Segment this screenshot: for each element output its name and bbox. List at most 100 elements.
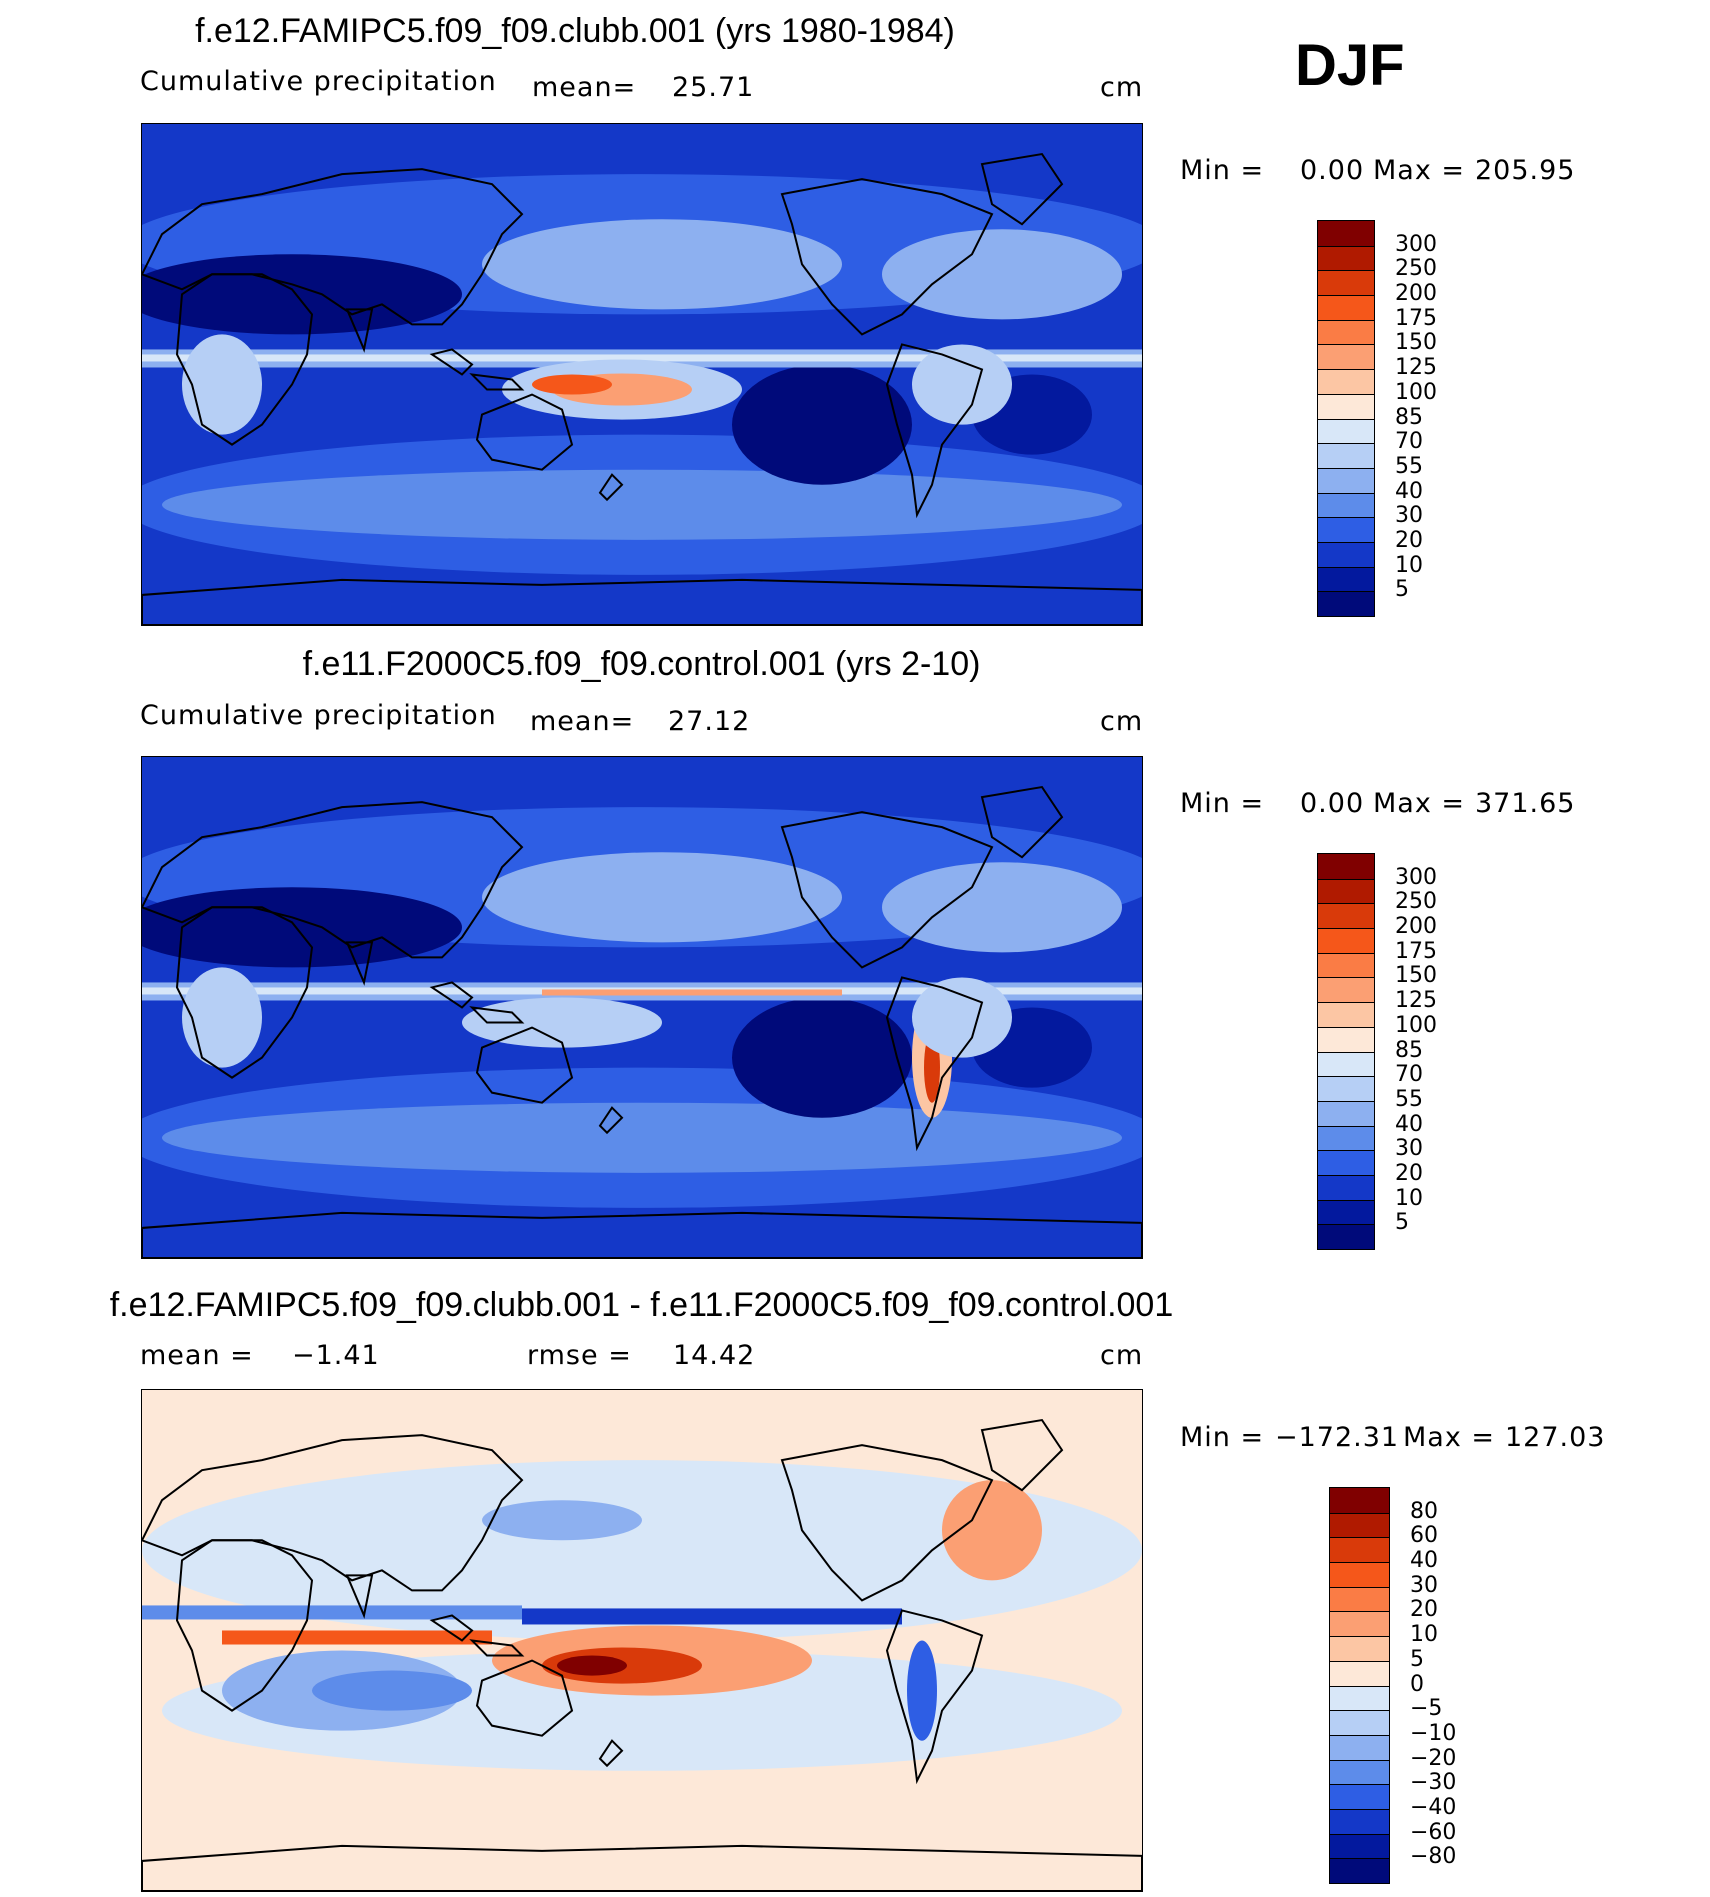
panel3-title: f.e12.FAMIPC5.f09_f09.clubb.001 - f.e11.… (109, 1286, 1174, 1324)
panel2-mean-label: mean= (530, 706, 635, 737)
colorbar-swatch (1330, 1833, 1389, 1859)
panel3-min-value: −172.31 (1275, 1422, 1400, 1453)
colorbar-tick-label: −10 (1410, 1720, 1457, 1746)
colorbar-swatch (1330, 1759, 1389, 1785)
colorbar-swatch (1318, 443, 1374, 468)
colorbar-tick-label: 55 (1395, 1086, 1423, 1112)
panel1-variable: Cumulative precipitation (140, 66, 497, 97)
panel3-rmse-label: rmse = (527, 1340, 632, 1371)
coastlines (142, 1418, 1142, 1891)
colorbar-swatch (1318, 221, 1374, 246)
colorbar-tick-label: 30 (1410, 1572, 1438, 1598)
panel3-mean-value: −1.41 (292, 1340, 380, 1371)
colorbar-tick-label: 40 (1410, 1548, 1438, 1574)
colorbar-swatch (1318, 418, 1374, 444)
colorbar-tick-label: 5 (1410, 1646, 1424, 1672)
colorbar-swatch (1318, 952, 1374, 978)
colorbar-tick-label: 125 (1395, 988, 1437, 1014)
panel2-variable: Cumulative precipitation (140, 700, 497, 731)
colorbar-tick-label: 80 (1410, 1498, 1438, 1524)
colorbar-tick-label: 20 (1395, 1160, 1423, 1186)
panel1-max-label: Max = (1373, 155, 1466, 186)
coastlines (142, 785, 1142, 1258)
colorbar-tick-label: 125 (1395, 355, 1437, 381)
panel3-max-value: 127.03 (1505, 1422, 1606, 1453)
colorbar-tick-label: −20 (1410, 1745, 1457, 1771)
colorbar-swatch (1318, 270, 1374, 296)
panel1-mean-value: 25.71 (672, 72, 755, 103)
panel1-map (141, 123, 1143, 626)
colorbar-tick-label: 70 (1395, 429, 1423, 455)
panel1-min-label: Min = (1180, 155, 1265, 186)
panel3-max-label: Max = (1403, 1422, 1496, 1453)
colorbar-swatch (1318, 492, 1374, 518)
colorbar-tick-label: −60 (1410, 1819, 1457, 1845)
colorbar-swatch (1318, 566, 1374, 592)
colorbar-tick-label: 60 (1410, 1523, 1438, 1549)
colorbar-tick-label: 85 (1395, 1037, 1423, 1063)
colorbar-swatch (1318, 903, 1374, 929)
colorbar-swatch (1318, 369, 1374, 394)
colorbar-swatch (1318, 393, 1374, 419)
colorbar-tick-label: 200 (1395, 281, 1437, 307)
colorbar-swatch (1330, 1562, 1389, 1587)
colorbar-tick-label: 40 (1395, 478, 1423, 504)
colorbar-swatch (1318, 344, 1374, 370)
difference-field (142, 1460, 1142, 1771)
colorbar-tick-label: 150 (1395, 963, 1437, 989)
colorbar-tick-label: 30 (1395, 503, 1423, 529)
colorbar-tick-label: 10 (1395, 552, 1423, 578)
colorbar-tick-label: −80 (1410, 1844, 1457, 1870)
panel2-colorbar (1317, 853, 1375, 1250)
panel3-mean-label: mean = (140, 1340, 254, 1371)
colorbar-swatch (1318, 1002, 1374, 1027)
colorbar-swatch (1330, 1784, 1389, 1809)
colorbar-tick-label: 70 (1395, 1062, 1423, 1088)
colorbar-swatch (1318, 1100, 1374, 1126)
panel1-colorbar (1317, 220, 1375, 617)
colorbar-swatch (1318, 878, 1374, 904)
coastlines (142, 152, 1142, 625)
colorbar-swatch (1318, 1224, 1374, 1249)
panel3-map (141, 1389, 1143, 1892)
panel2-max-label: Max = (1373, 788, 1466, 819)
panel3-colorbar (1329, 1487, 1390, 1884)
panel1-title: f.e12.FAMIPC5.f09_f09.clubb.001 (yrs 198… (195, 12, 955, 50)
panel2-title: f.e11.F2000C5.f09_f09.control.001 (yrs 2… (302, 645, 981, 683)
colorbar-swatch (1318, 517, 1374, 542)
panel1-max-value: 205.95 (1475, 155, 1576, 186)
colorbar-swatch (1318, 1150, 1374, 1175)
colorbar-swatch (1318, 245, 1374, 271)
colorbar-tick-label: 55 (1395, 453, 1423, 479)
colorbar-tick-label: 10 (1410, 1622, 1438, 1648)
colorbar-swatch (1318, 541, 1374, 567)
colorbar-tick-label: −40 (1410, 1794, 1457, 1820)
colorbar-tick-label: −30 (1410, 1770, 1457, 1796)
colorbar-tick-label: 100 (1395, 1012, 1437, 1038)
colorbar-swatch (1330, 1660, 1389, 1686)
colorbar-swatch (1330, 1734, 1389, 1760)
colorbar-swatch (1318, 1125, 1374, 1151)
colorbar-swatch (1318, 467, 1374, 493)
colorbar-swatch (1318, 928, 1374, 953)
colorbar-swatch (1330, 1537, 1389, 1563)
panel3-units: cm (1100, 1340, 1144, 1371)
colorbar-tick-label: 85 (1395, 404, 1423, 430)
colorbar-swatch (1318, 319, 1374, 345)
colorbar-swatch (1330, 1710, 1389, 1735)
colorbar-swatch (1330, 1512, 1389, 1538)
colorbar-tick-label: 250 (1395, 256, 1437, 282)
colorbar-tick-label: 150 (1395, 330, 1437, 356)
colorbar-tick-label: 5 (1395, 1210, 1409, 1236)
colorbar-swatch (1330, 1586, 1389, 1612)
colorbar-tick-label: 20 (1410, 1597, 1438, 1623)
colorbar-swatch (1318, 1199, 1374, 1225)
colorbar-tick-label: 20 (1395, 527, 1423, 553)
panel1-min-value: 0.00 (1300, 155, 1365, 186)
colorbar-swatch (1318, 295, 1374, 320)
panel2-min-label: Min = (1180, 788, 1265, 819)
colorbar-tick-label: 175 (1395, 938, 1437, 964)
colorbar-tick-label: 0 (1410, 1671, 1424, 1697)
colorbar-tick-label: 300 (1395, 864, 1437, 890)
colorbar-swatch (1318, 1076, 1374, 1101)
